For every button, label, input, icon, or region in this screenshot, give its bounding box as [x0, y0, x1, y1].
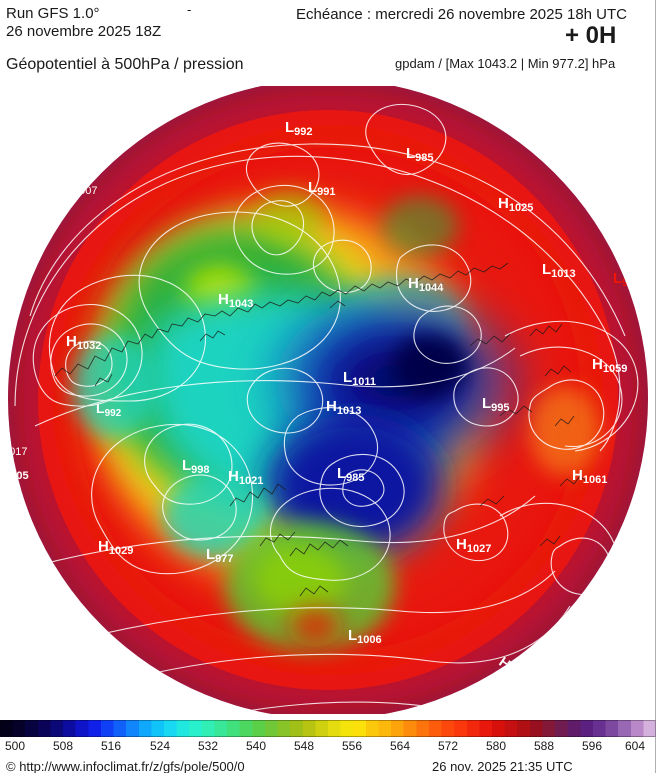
svg-text:1007: 1007 [73, 185, 97, 197]
svg-text:1017: 1017 [3, 446, 27, 458]
svg-text:L9: L9 [613, 270, 628, 289]
